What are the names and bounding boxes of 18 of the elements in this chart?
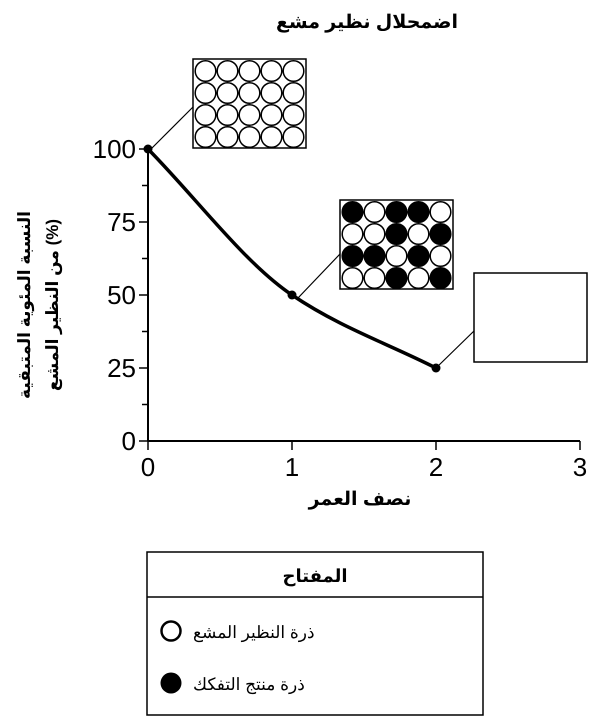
x-tick-label: 2 (428, 452, 444, 482)
y-tick-label: 25 (107, 353, 136, 383)
y-axis-title: النسبة المئوية المتبقية من النظير المشع (%) (15, 210, 63, 400)
x-tick-label: 0 (140, 452, 156, 482)
x-tick-label: 1 (284, 452, 300, 482)
chart-title: اضمحلال نظير مشع (276, 12, 458, 33)
text: المفتاح (282, 566, 348, 587)
text: ذرة منتج التفكك (193, 675, 305, 695)
point (288, 290, 296, 300)
point (432, 364, 440, 372)
y-tick-label: 100 (92, 134, 136, 164)
x-axis-title: نصف العمر (308, 489, 412, 510)
y-tick-label: 0 (122, 426, 136, 456)
y-tick-label: 50 (107, 280, 136, 310)
y-tick-label: 75 (107, 207, 136, 237)
x-tick-label: 3 (572, 452, 588, 482)
text: ذرة النظير المشع (193, 623, 315, 643)
point (144, 144, 152, 154)
